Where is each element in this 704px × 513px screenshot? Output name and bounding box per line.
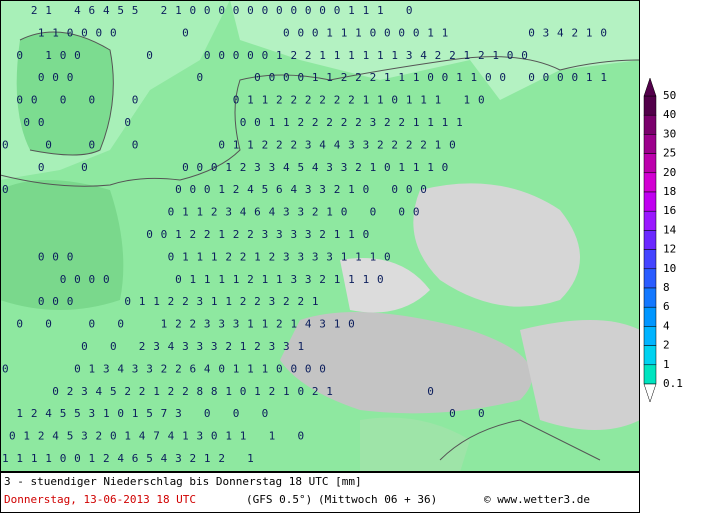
caption-copyright: © www.wetter3.de: [484, 493, 590, 506]
colorbar-segment: [643, 95, 657, 116]
colorbar-label: 40: [663, 108, 676, 121]
colorbar-label: 4: [663, 319, 670, 332]
colorbar-segment: [643, 326, 657, 346]
precip-row: 0 0 0001233454332101110: [9, 161, 629, 174]
precip-values: 21 46455 2100000000000111 0 110000 0 000…: [2, 4, 629, 465]
precip-row: 124553101573 0 0 0 0 0: [2, 407, 622, 420]
precip-row: 0000 011112113321110: [2, 273, 622, 286]
precip-row: 000 01122311223221: [9, 295, 629, 308]
colorbar-label: 50: [663, 89, 676, 102]
colorbar-segment: [643, 249, 657, 270]
precip-row: 00 0 0 0 011222222110111 10: [2, 94, 622, 107]
colorbar-segment: [643, 364, 657, 385]
colorbar-label: 16: [663, 204, 676, 217]
colorbar: 50 40 30 25 20 18 16 14 12 10 8 6 4 2 1 0.1: [643, 77, 683, 403]
colorbar-segment: [643, 345, 657, 366]
colorbar-segment: [643, 191, 657, 212]
precip-row: 0012212233332110: [2, 228, 622, 241]
colorbar-label: 30: [663, 127, 676, 140]
colorbar-segment: [643, 153, 657, 174]
precip-row: 01245320147413011 1 0: [9, 430, 629, 443]
colorbar-label: 1: [663, 358, 670, 371]
map-frame: [0, 0, 640, 472]
colorbar-segment: [643, 230, 657, 250]
colorbar-segment: [643, 210, 657, 231]
precip-row: 0 0 0 0 12233311214310: [2, 318, 622, 331]
colorbar-segment: [643, 306, 657, 327]
colorbar-segment: [643, 134, 657, 154]
colorbar-segment: [643, 287, 657, 308]
precip-row: 000 0111221233331110: [9, 250, 629, 263]
precip-row: 0 0 234333212331: [9, 340, 629, 353]
colorbar-label: 14: [663, 223, 677, 236]
precip-row: 02345221228810121021 0: [9, 385, 629, 398]
caption-model: (GFS 0.5°): [246, 493, 312, 506]
colorbar-label: 10: [663, 262, 676, 275]
colorbar-bottom-arrow: [643, 383, 657, 403]
terrain: [0, 0, 640, 472]
precip-row: 0 100 0 00000122111111342212100: [2, 49, 622, 62]
precip-row: 1111001246543212 1: [2, 452, 622, 465]
precip-row: 0112346433210 0 00: [9, 206, 629, 219]
precip-row: 0 013433226401110000: [2, 362, 622, 375]
colorbar-label: 8: [663, 281, 670, 294]
caption-run: (Mittwoch 06 + 36): [318, 493, 437, 506]
caption-title: 3 - stuendiger Niederschlag bis Donnerst…: [4, 475, 362, 488]
coastlines: [0, 31, 641, 461]
precip-row: 0 00012456433210 000: [2, 183, 622, 196]
precip-row: 21 46455 2100000000000111 0: [2, 4, 622, 17]
colorbar-top-arrow: [643, 77, 657, 97]
caption-date: Donnerstag, 13-06-2013 18 UTC: [4, 493, 196, 506]
colorbar-segment: [643, 172, 657, 193]
colorbar-label: 20: [663, 166, 676, 179]
colorbar-label: 0.1: [663, 377, 683, 390]
colorbar-label: 2: [663, 339, 670, 352]
colorbar-segment: [643, 268, 657, 289]
colorbar-label: 25: [663, 147, 676, 160]
colorbar-label: 18: [663, 185, 676, 198]
precip-row: 000 0 000011222111001100 000011: [9, 71, 629, 84]
colorbar-label: 6: [663, 300, 670, 313]
precip-row: 0 0 0 0 01122234433222210: [2, 138, 622, 151]
precip-row: 00 0 0011222223221111: [9, 116, 629, 129]
colorbar-label: 12: [663, 243, 676, 256]
colorbar-segment: [643, 114, 657, 135]
precip-row: 110000 0 000111000011 034210: [9, 26, 629, 39]
